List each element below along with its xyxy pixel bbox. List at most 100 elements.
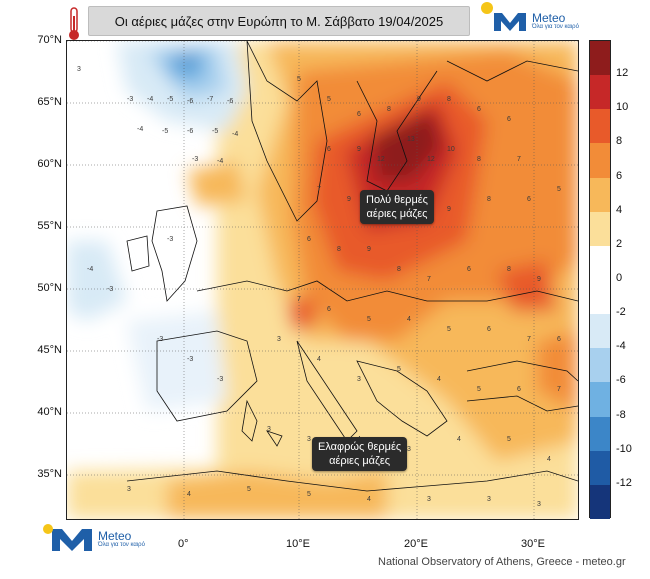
- anomaly-value: 3: [357, 376, 361, 383]
- anomaly-value: 4: [367, 496, 371, 503]
- colorbar: [589, 40, 611, 520]
- anomaly-value: 9: [347, 196, 351, 203]
- anomaly-value: 9: [357, 146, 361, 153]
- colorbar-segment: [590, 211, 610, 247]
- anomaly-value: 6: [517, 386, 521, 393]
- anomaly-value: -3: [167, 236, 173, 243]
- colorbar-tick-label: -6: [616, 374, 626, 387]
- anomaly-value: 6: [507, 116, 511, 123]
- anomaly-value: -4: [217, 158, 223, 165]
- lat-label-70: 70°N: [37, 34, 62, 46]
- lon-label-0: 0°: [178, 538, 189, 550]
- colorbar-tick-label: 6: [616, 169, 623, 182]
- anomaly-value: 9: [447, 206, 451, 213]
- anomaly-value: 7: [297, 296, 301, 303]
- colorbar-segment: [590, 382, 610, 418]
- anomaly-value: -3: [192, 156, 198, 163]
- lon-label-20e: 20°E: [404, 538, 428, 550]
- anomaly-value: 4: [437, 376, 441, 383]
- colorbar-tick-label: 2: [616, 237, 623, 250]
- anomaly-value: -3: [187, 356, 193, 363]
- credit-text: National Observatory of Athens, Greece -…: [378, 556, 626, 568]
- meteo-logo-bottom: Meteo Όλα για τον καιρό: [43, 524, 145, 553]
- sun-dot-icon: [43, 524, 53, 534]
- anomaly-value: 9: [537, 276, 541, 283]
- map-title-text: Οι αέριες μάζες στην Ευρώπη το Μ. Σάββατ…: [114, 13, 444, 29]
- anomaly-value: 5: [327, 96, 331, 103]
- anomaly-value: 5: [247, 486, 251, 493]
- anomaly-value: -3: [157, 336, 163, 343]
- anomaly-value: 4: [547, 456, 551, 463]
- anomaly-value: 3: [407, 446, 411, 453]
- lon-label-10e: 10°E: [286, 538, 310, 550]
- anomaly-value: -7: [207, 96, 213, 103]
- anomaly-value: 3: [537, 501, 541, 508]
- anomaly-value: 3: [127, 486, 131, 493]
- anomaly-value: -6: [227, 98, 233, 105]
- lat-label-35: 35°N: [37, 468, 62, 480]
- anomaly-value: 13: [407, 136, 415, 143]
- colorbar-segment: [590, 109, 610, 144]
- anomaly-value: -6: [187, 98, 193, 105]
- lon-label-30e: 30°E: [521, 538, 545, 550]
- anomaly-value: -5: [212, 128, 218, 135]
- anomaly-value: 3: [277, 336, 281, 343]
- anomaly-value: 6: [327, 146, 331, 153]
- graticule: [67, 41, 578, 519]
- anomaly-value: 12: [377, 156, 385, 163]
- anomaly-value: 4: [407, 316, 411, 323]
- colorbar-tick-label: -4: [616, 340, 626, 353]
- meteo-m-logo-icon: [52, 529, 92, 551]
- anomaly-value: 6: [477, 106, 481, 113]
- anomaly-value: 6: [487, 326, 491, 333]
- anomaly-value: -6: [187, 128, 193, 135]
- sun-dot-icon: [481, 2, 493, 14]
- lat-label-65: 65°N: [37, 96, 62, 108]
- colorbar-tick-label: -8: [616, 408, 626, 421]
- colorbar-tick-label: 8: [616, 135, 623, 148]
- anomaly-value: 9: [417, 96, 421, 103]
- colorbar-segment: [590, 75, 610, 110]
- anomaly-value: -3: [127, 96, 133, 103]
- colorbar-segment: [590, 245, 610, 281]
- anomaly-value: 5: [307, 491, 311, 498]
- anomaly-value: 6: [527, 196, 531, 203]
- anomaly-value: 10: [447, 146, 455, 153]
- anomaly-value: -5: [167, 96, 173, 103]
- anomaly-value: -5: [162, 128, 168, 135]
- anomaly-value: 6: [357, 111, 361, 118]
- colorbar-segment: [590, 484, 610, 520]
- colorbar-tick-label: -10: [616, 442, 632, 455]
- lat-label-50: 50°N: [37, 282, 62, 294]
- anomaly-value: 5: [557, 186, 561, 193]
- anomaly-value: 5: [367, 316, 371, 323]
- hot-label-line1: Πολύ θερμές: [366, 194, 428, 206]
- colorbar-tick-label: 4: [616, 203, 623, 216]
- anomaly-value: 5: [477, 386, 481, 393]
- anomaly-value: 6: [307, 236, 311, 243]
- anomaly-value: -4: [87, 266, 93, 273]
- anomaly-value: 6: [557, 336, 561, 343]
- anomaly-value: 7: [317, 186, 321, 193]
- anomaly-value: 8: [337, 246, 341, 253]
- anomaly-value: 7: [427, 276, 431, 283]
- meteo-logo-top: Meteo Όλα για τον καιρό: [481, 2, 581, 37]
- colorbar-tick-label: -12: [616, 476, 632, 489]
- colorbar-segment: [590, 177, 610, 213]
- lat-label-55: 55°N: [37, 220, 62, 232]
- anomaly-value: 7: [527, 336, 531, 343]
- anomaly-value: 8: [487, 196, 491, 203]
- coastlines: [126, 41, 578, 492]
- anomaly-value: 6: [467, 266, 471, 273]
- lat-label-40: 40°N: [37, 406, 62, 418]
- anomaly-value: 3: [427, 496, 431, 503]
- colorbar-segment: [590, 416, 610, 452]
- anomaly-value: 3: [77, 66, 81, 73]
- warm-air-mass-label: Ελαφρώς θερμές αέριες μάζες: [312, 437, 408, 471]
- logo-word-bottom: Meteo: [98, 528, 132, 543]
- lat-label-60: 60°N: [37, 158, 62, 170]
- logo-tagline: Όλα για τον καιρό: [532, 23, 579, 30]
- warm-label-line1: Ελαφρώς θερμές: [318, 441, 402, 453]
- anomaly-value: -4: [232, 131, 238, 138]
- anomaly-value: 9: [367, 246, 371, 253]
